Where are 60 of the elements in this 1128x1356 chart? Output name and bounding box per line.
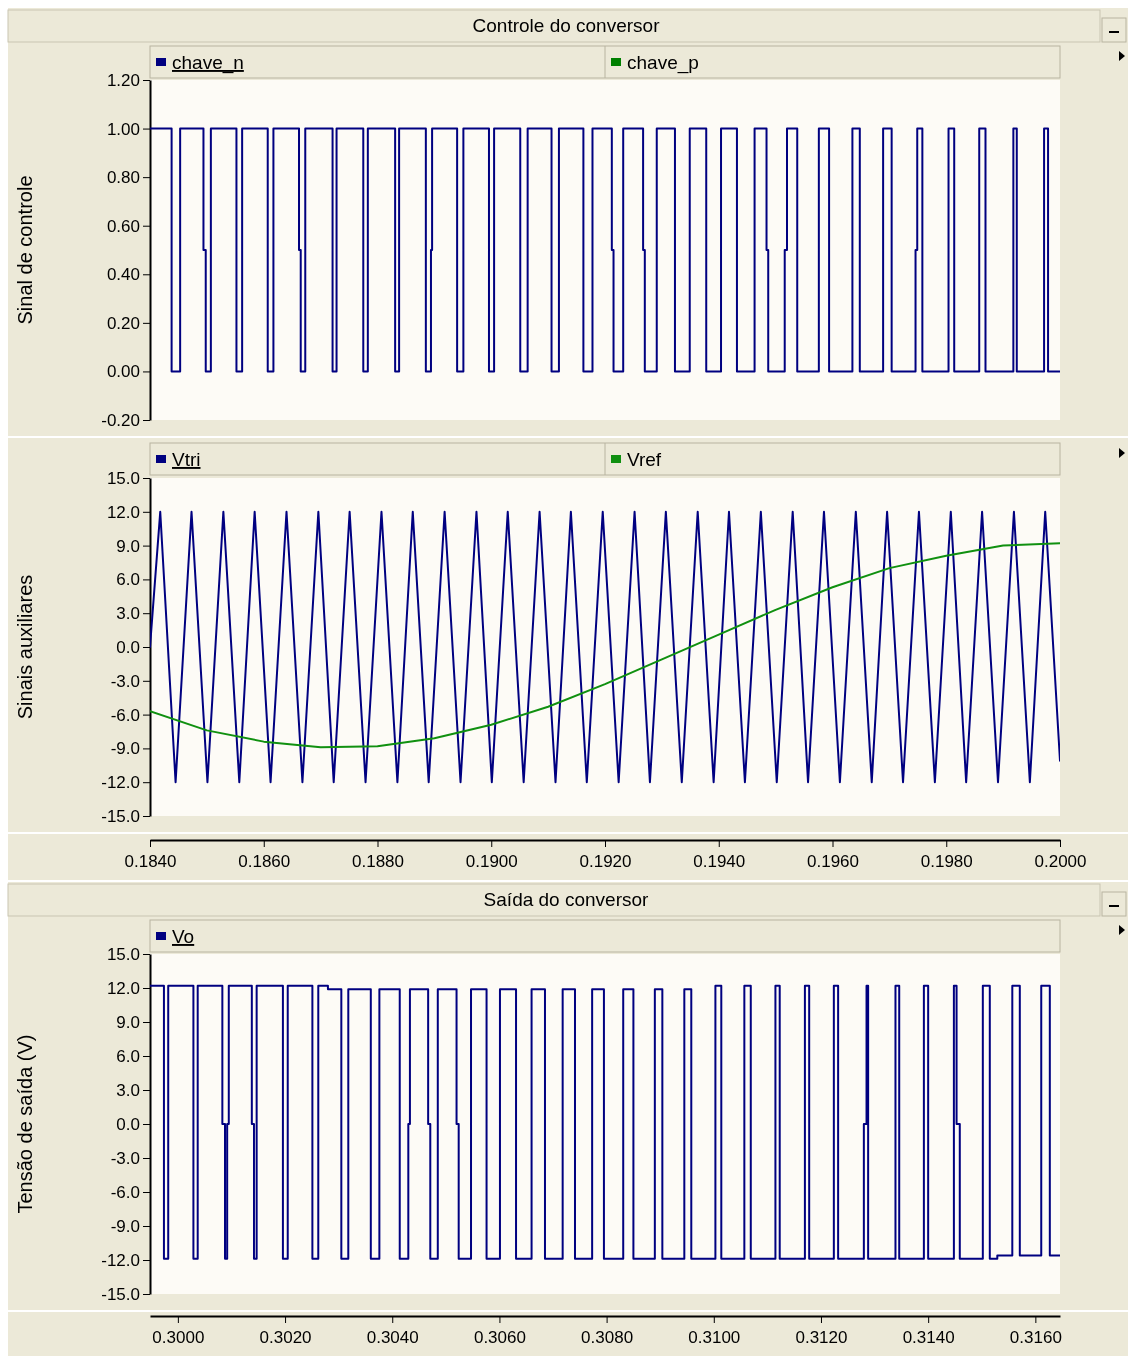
y-tick-label: 0.20 [106, 313, 140, 333]
y-tick-label: 0.80 [106, 168, 140, 188]
y-axis-title: Sinais auxiliares [14, 574, 36, 720]
chart-title: Controle do conversor [472, 15, 661, 36]
x-tick-label: 0.1980 [920, 852, 973, 871]
y-tick-label: -9.0 [110, 1216, 140, 1236]
line-series [150, 542, 1060, 749]
y-tick-label: 6.0 [116, 570, 140, 590]
y-tick-label: 3.0 [116, 604, 140, 624]
y-tick-label: 0.0 [116, 1114, 140, 1134]
y-tick-label: 0.00 [106, 362, 140, 382]
y-tick-label: 15.0 [106, 468, 140, 488]
legend-label: chave_p [627, 52, 699, 74]
y-tick-label: 0.0 [116, 637, 140, 657]
legend-label: Vtri [172, 449, 201, 470]
y-axis-title: Tensão de saída (V) [14, 1034, 36, 1214]
chart-title: Saída do conversor [483, 889, 650, 910]
y-tick-label: 9.0 [116, 536, 140, 556]
y-tick-label: -15.0 [101, 806, 140, 826]
x-tick-label: 0.3100 [688, 1328, 741, 1347]
y-tick-label: -12.0 [101, 1250, 140, 1270]
x-tick-label: 0.3140 [902, 1328, 955, 1347]
y-axis-title: Sinal de controle [14, 175, 36, 325]
x-tick-label: 0.1960 [807, 852, 859, 871]
y-tick-label: 12.0 [106, 978, 140, 998]
y-tick-label: 1.00 [106, 119, 140, 139]
y-tick-label: -15.0 [101, 1284, 140, 1304]
y-tick-label: -6.0 [110, 705, 140, 725]
x-tick-label: 0.1880 [352, 852, 404, 871]
legend-label: Vref [627, 449, 662, 470]
y-tick-label: 15.0 [106, 944, 140, 964]
x-tick-label: 0.3060 [473, 1328, 526, 1347]
y-tick-label: -9.0 [110, 739, 140, 759]
x-tick-label: 0.3120 [795, 1328, 848, 1347]
y-tick-label: 0.60 [106, 216, 140, 236]
y-tick-label: -3.0 [110, 671, 140, 691]
x-tick-label: 0.1900 [465, 852, 518, 871]
x-tick-label: 0.3000 [152, 1328, 205, 1347]
line-series [150, 510, 1060, 784]
x-tick-label: 0.3080 [581, 1328, 634, 1347]
x-tick-label: 0.1940 [693, 852, 746, 871]
x-tick-label: 0.3020 [259, 1328, 312, 1347]
y-tick-label: 3.0 [116, 1080, 140, 1100]
y-tick-label: -6.0 [110, 1182, 140, 1202]
y-tick-label: 9.0 [116, 1012, 140, 1032]
x-tick-label: 0.3040 [366, 1328, 419, 1347]
x-tick-label: 0.1920 [579, 852, 632, 871]
x-tick-label: 0.1860 [238, 852, 291, 871]
y-tick-label: 0.40 [106, 265, 140, 285]
y-tick-label: 1.20 [106, 70, 140, 90]
x-tick-label: 0.1840 [124, 852, 177, 871]
y-tick-label: -12.0 [101, 773, 140, 793]
y-tick-label: 12.0 [106, 502, 140, 522]
legend-label: chave_n [172, 52, 244, 74]
x-tick-label: 0.3160 [1009, 1328, 1062, 1347]
y-tick-label: -3.0 [110, 1148, 140, 1168]
x-tick-label: 0.2000 [1034, 852, 1087, 871]
y-tick-label: -0.20 [101, 410, 140, 430]
legend-label: Vo [172, 926, 195, 947]
y-tick-label: 6.0 [116, 1046, 140, 1066]
